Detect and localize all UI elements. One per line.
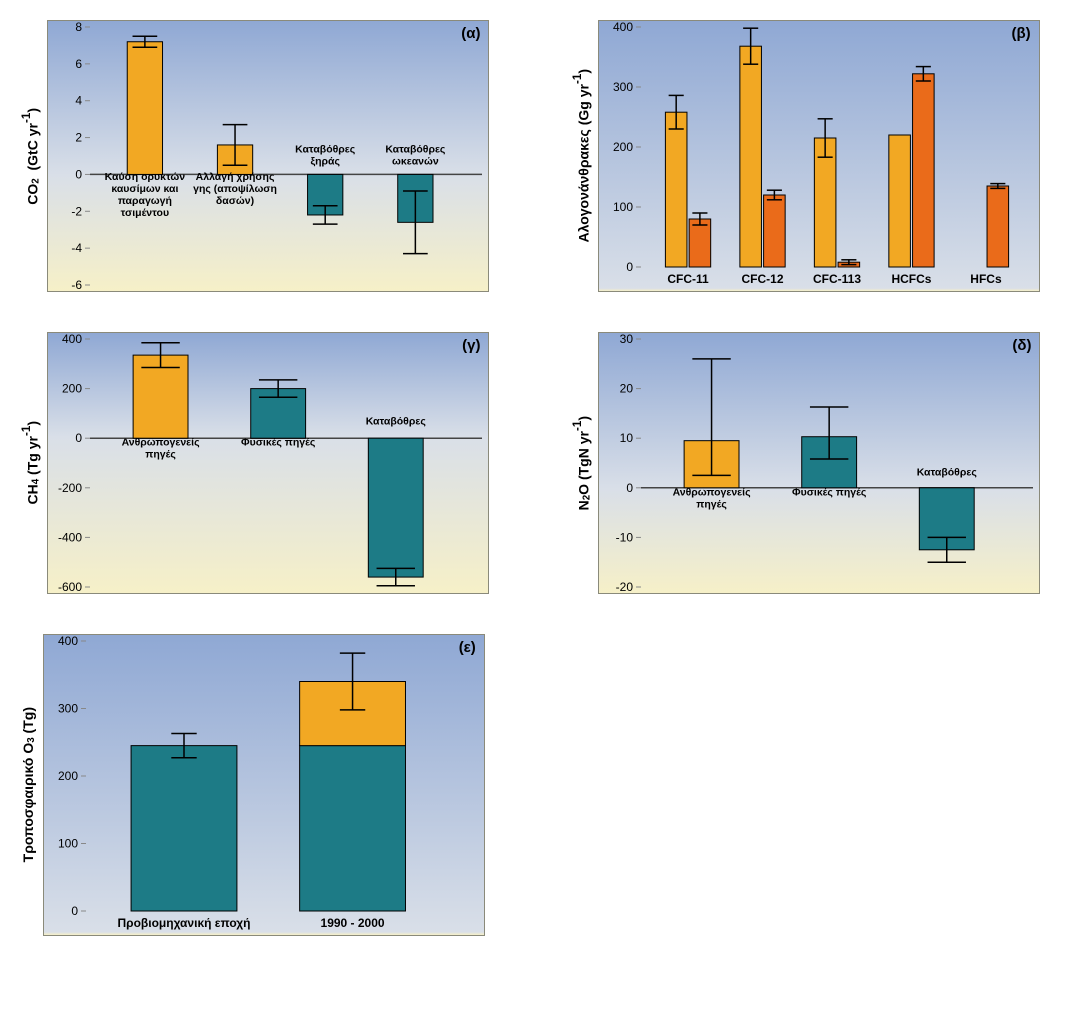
svg-text:CFC-113: CFC-113 <box>813 272 861 286</box>
svg-text:-600: -600 <box>58 580 82 593</box>
chart-grid: CO2 (GtC yr-1) (α)-6-4-202468Καύση ορυκτ… <box>20 20 1072 936</box>
svg-text:τσιμέντου: τσιμέντου <box>121 207 169 219</box>
svg-text:Καταβόθρες: Καταβόθρες <box>386 143 447 155</box>
panel-tag: (δ) <box>1012 337 1031 354</box>
svg-text:-20: -20 <box>616 580 634 593</box>
svg-text:10: 10 <box>620 431 634 445</box>
svg-text:-6: -6 <box>72 278 83 291</box>
svg-text:CFC-12: CFC-12 <box>741 272 783 286</box>
svg-text:Καταβόθρες: Καταβόθρες <box>296 143 357 155</box>
svg-text:γης (αποψίλωση: γης (αποψίλωση <box>194 183 278 195</box>
svg-text:ξηράς: ξηράς <box>311 155 341 167</box>
svg-text:πηγές: πηγές <box>146 449 177 461</box>
chart-svg: -600 -400 -200 0 200 400 Ανθρωπογενείςπηγές Φυσ… <box>48 333 488 593</box>
svg-text:ωκεανών: ωκεανών <box>392 155 439 167</box>
svg-text:-10: -10 <box>616 530 634 544</box>
ylabel-alpha: CO2 (GtC yr-1) <box>20 108 41 205</box>
svg-text:-400: -400 <box>58 530 82 544</box>
svg-text:καυσίμων και: καυσίμων και <box>112 183 179 195</box>
chart-svg: -20 -10 0 10 20 30 Ανθρωπογενείςπηγές Φυσικές π… <box>599 333 1039 593</box>
panel-epsilon: (ε) 0 100 200 300 400 Προβιομηχανική εποχή 1990… <box>43 634 485 936</box>
svg-text:Φυσικές πηγές: Φυσικές πηγές <box>241 437 316 449</box>
chart-svg: -6 -4 -2 0 2 4 6 8 Καύση ορυκτώνκαυσίμων καιπαρα… <box>48 21 488 291</box>
svg-text:200: 200 <box>62 382 82 396</box>
panel-beta: (β) 0 100 200 300 400 CFC-11 CFC-12 CFC-113 HCFCs… <box>598 20 1040 292</box>
panel-alpha-wrap: CO2 (GtC yr-1) (α) -6 -4 -2 0 2 4 6 8 Καύση ορυκτ… <box>20 20 521 292</box>
svg-text:6: 6 <box>76 57 83 71</box>
panel-tag: (β) <box>1012 25 1031 42</box>
svg-text:2: 2 <box>76 131 83 145</box>
svg-text:30: 30 <box>620 333 634 346</box>
svg-text:Ανθρωπογενείς: Ανθρωπογενείς <box>673 487 752 499</box>
svg-text:-200: -200 <box>58 481 82 495</box>
panel-alpha: (α) -6 -4 -2 0 2 4 6 8 Καύση ορυκτώνκαυσίμων καιπ… <box>47 20 489 292</box>
panel-beta-wrap: Αλογονάνθρακες (Gg yr-1) (β) 0 100 200 300 40… <box>571 20 1072 292</box>
svg-text:8: 8 <box>76 21 83 34</box>
ylabel-beta: Αλογονάνθρακες (Gg yr-1) <box>571 69 592 243</box>
panel-epsilon-wrap: Τροποσφαιρικό O3 (Tg) (ε) 0 100 200 300 400 Πρ… <box>20 634 521 936</box>
svg-text:0: 0 <box>626 260 633 274</box>
svg-text:CFC-11: CFC-11 <box>667 272 709 286</box>
svg-text:HCFCs: HCFCs <box>891 272 931 286</box>
svg-text:Ανθρωπογενείς: Ανθρωπογενείς <box>122 437 201 449</box>
panel-tag: (ε) <box>459 639 476 656</box>
panel-gamma: (γ) -600 -400 -200 0 200 400 Ανθρωπογενείςπηγές… <box>47 332 489 594</box>
svg-text:400: 400 <box>58 635 78 648</box>
panel-tag: (α) <box>461 25 480 42</box>
ylabel-epsilon: Τροποσφαιρικό O3 (Tg) <box>20 707 37 862</box>
svg-text:1990 - 2000: 1990 - 2000 <box>320 916 384 930</box>
panel-delta-wrap: N2O (TgN yr-1) (δ) -20 -10 0 10 20 30 Ανθρωπογε… <box>571 332 1072 594</box>
svg-text:-4: -4 <box>72 241 83 255</box>
svg-text:-2: -2 <box>72 204 83 218</box>
svg-text:200: 200 <box>58 769 78 783</box>
svg-text:100: 100 <box>613 200 633 214</box>
svg-text:0: 0 <box>627 481 634 495</box>
svg-text:Καύση ορυκτών: Καύση ορυκτών <box>105 171 186 183</box>
svg-text:παραγωγή: παραγωγή <box>118 195 172 207</box>
svg-text:4: 4 <box>76 94 83 108</box>
svg-text:δασών): δασών) <box>216 195 254 207</box>
panel-gamma-wrap: CH4 (Tg yr-1) (γ) -600 -400 -200 0 200 400 Ανθρ… <box>20 332 521 594</box>
svg-text:300: 300 <box>58 702 78 716</box>
svg-text:Προβιομηχανική εποχή: Προβιομηχανική εποχή <box>117 916 250 930</box>
svg-text:400: 400 <box>62 333 82 346</box>
svg-text:300: 300 <box>613 80 633 94</box>
svg-text:0: 0 <box>76 167 83 181</box>
svg-text:Καταβόθρες: Καταβόθρες <box>366 416 427 428</box>
svg-text:πηγές: πηγές <box>697 499 728 511</box>
chart-svg: 0 100 200 300 400 Προβιομηχανική εποχή 1990 - … <box>44 635 484 935</box>
svg-text:Αλλαγή χρήσης: Αλλαγή χρήσης <box>196 171 275 183</box>
chart-svg: 0 100 200 300 400 CFC-11 CFC-12 CFC-113 HCFCs HFC… <box>599 21 1039 291</box>
panel-delta: (δ) -20 -10 0 10 20 30 Ανθρωπογενείςπηγές Φυσικέ… <box>598 332 1040 594</box>
svg-text:200: 200 <box>613 140 633 154</box>
svg-text:100: 100 <box>58 837 78 851</box>
ylabel-delta: N2O (TgN yr-1) <box>571 416 592 510</box>
ylabel-gamma: CH4 (Tg yr-1) <box>20 421 41 505</box>
svg-text:Καταβόθρες: Καταβόθρες <box>917 466 978 478</box>
svg-text:400: 400 <box>613 21 633 34</box>
svg-text:20: 20 <box>620 382 634 396</box>
svg-text:HFCs: HFCs <box>970 272 1002 286</box>
svg-text:0: 0 <box>76 431 83 445</box>
svg-text:0: 0 <box>71 904 78 918</box>
panel-tag: (γ) <box>462 337 480 354</box>
svg-text:Φυσικές πηγές: Φυσικές πηγές <box>792 487 867 499</box>
